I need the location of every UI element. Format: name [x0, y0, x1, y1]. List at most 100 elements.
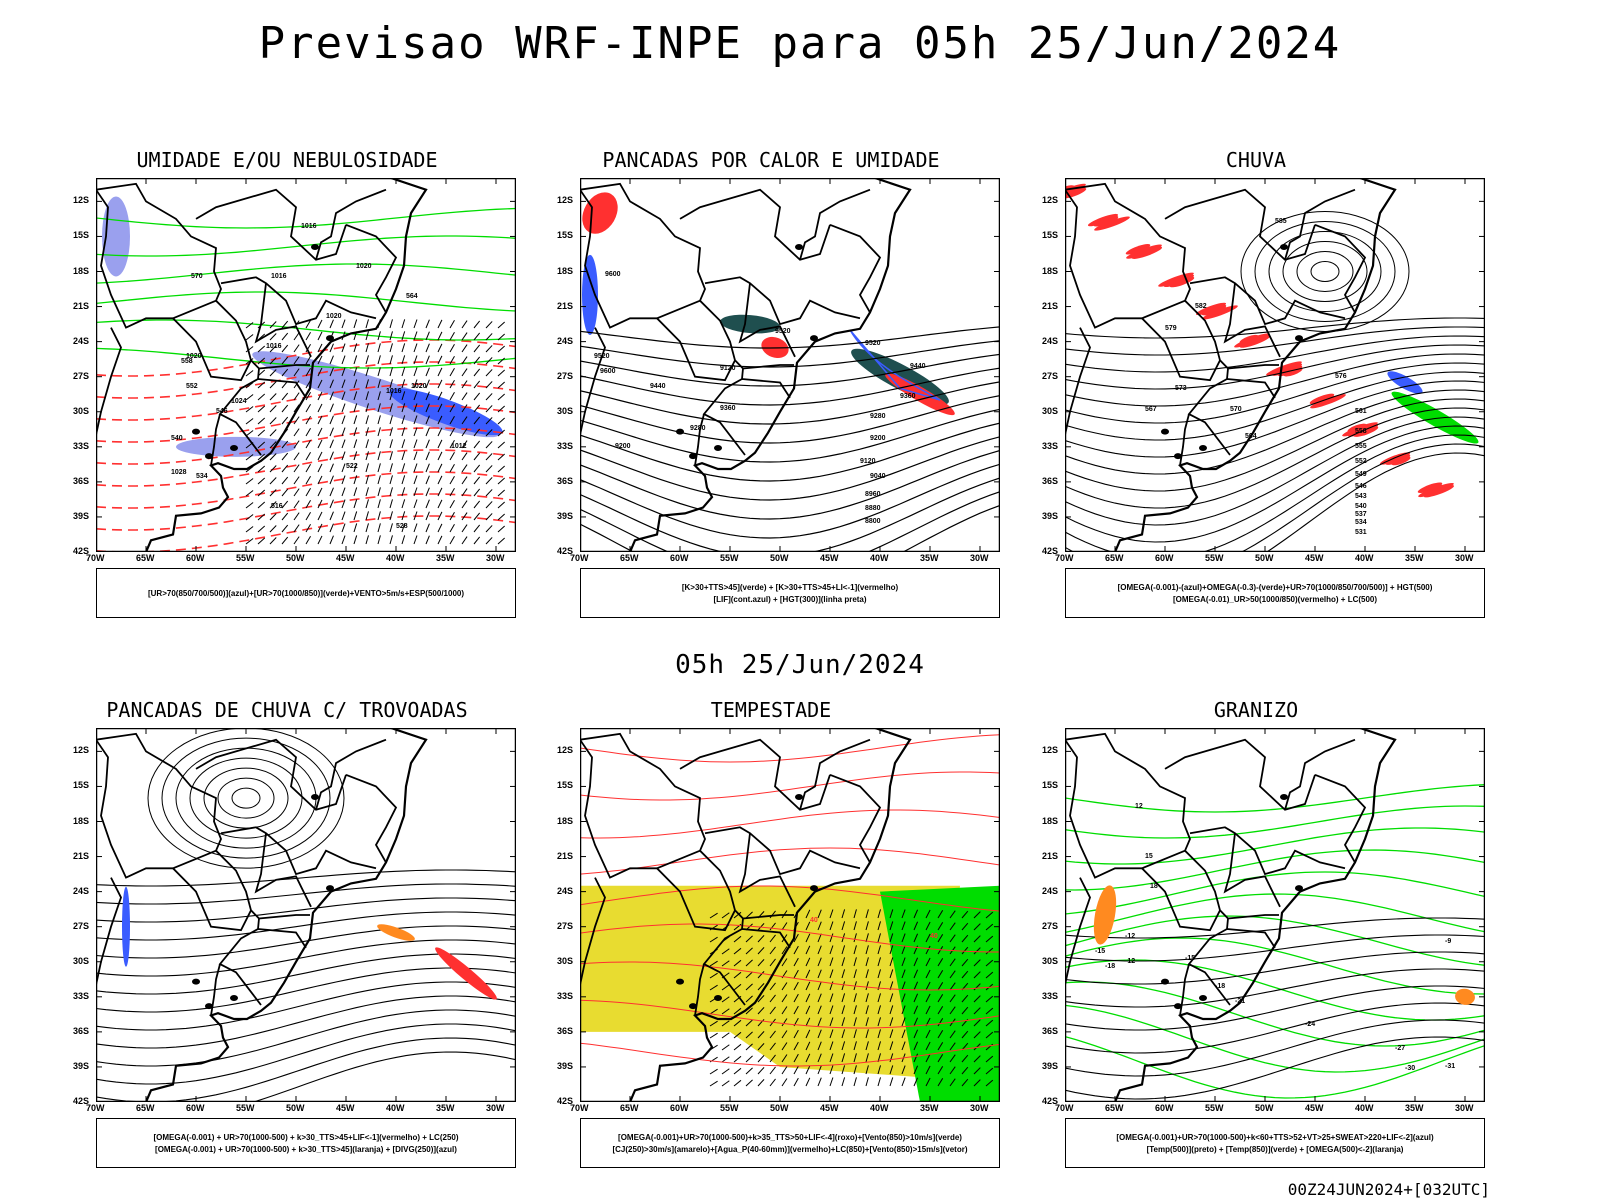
contour-label: 534 — [1355, 519, 1367, 526]
contour-line — [1065, 981, 1485, 1047]
contour-label: -12 — [1125, 958, 1135, 965]
wind-vector — [257, 453, 266, 461]
wind-vector — [401, 427, 406, 437]
lon-tick-label: 60W — [670, 553, 689, 563]
country-borders — [580, 728, 912, 1102]
wind-vector — [877, 993, 881, 1003]
wind-vector — [745, 1031, 753, 1039]
panel-legend: [OMEGA(-0.001) + UR>70(1000-500) + k>30_… — [96, 1118, 516, 1168]
wind-vector — [757, 1019, 765, 1027]
wind-vector — [473, 356, 481, 365]
wind-vector — [365, 511, 369, 521]
wind-vector — [473, 380, 481, 389]
wind-vector — [973, 947, 981, 955]
lat-tick-label: 12S — [73, 195, 90, 206]
rain-fields: 5855825795765735705675645615585555525495… — [1065, 183, 1485, 552]
streamline — [1254, 221, 1396, 322]
wind-vector — [985, 911, 994, 919]
wind-vector — [889, 969, 894, 979]
border-line — [829, 773, 882, 863]
wind-vector — [389, 367, 393, 377]
contour-label: 1016 — [386, 388, 402, 395]
contour-label: -31 — [1445, 1063, 1455, 1070]
wind-vector — [413, 367, 418, 377]
wind-vector — [913, 1065, 919, 1075]
contour-label: 540 — [1355, 503, 1367, 510]
lake — [230, 444, 238, 451]
lon-tick-label: 50W — [770, 1103, 789, 1113]
wind-vector — [305, 331, 311, 341]
wind-vector — [877, 1065, 881, 1075]
wind-vector — [305, 439, 311, 449]
wind-vector — [877, 945, 881, 955]
wind-vector — [793, 969, 799, 979]
wind-vector — [353, 367, 358, 377]
wind-vector — [365, 331, 369, 341]
wind-vector — [805, 1065, 811, 1075]
lon-tick-label: 55W — [1205, 553, 1224, 563]
wind-vector — [485, 453, 493, 461]
lon-tick-label: 30W — [486, 553, 505, 563]
border-line — [580, 732, 706, 852]
contour-label: 15 — [1145, 853, 1153, 860]
wind-vector — [365, 319, 369, 329]
wind-vector — [485, 501, 493, 509]
storm-fields — [96, 728, 516, 1102]
contour-label: 9520 — [865, 340, 881, 347]
legend-line: [OMEGA(-0.01)_UR>50(1000/850)(vermelho) … — [1172, 594, 1378, 604]
legend-line: [K>30+TTS>45](verde) + [K>30+TTS>45+LI<-… — [681, 582, 899, 592]
contour-line — [96, 939, 516, 977]
map-canvas: -12 -15-18-21-24-27-30 -31-18-15-12-912151… — [1065, 728, 1485, 1102]
field-area — [102, 196, 130, 277]
wind-vector — [293, 536, 300, 545]
wind-vector — [269, 393, 277, 401]
lon-tick-label: 30W — [1455, 553, 1474, 563]
wind-vector — [949, 1006, 956, 1015]
wind-vector — [973, 1043, 981, 1051]
wind-vector — [257, 537, 266, 545]
lon-tick-label: 45W — [336, 1103, 355, 1113]
wind-vector — [961, 1066, 969, 1075]
contour-line — [580, 491, 1000, 552]
wind-vector — [901, 1065, 906, 1075]
wind-vector — [781, 922, 788, 931]
wind-vector — [329, 511, 334, 521]
wind-vector — [449, 415, 455, 425]
wind-vector — [745, 911, 753, 919]
wind-vector — [497, 501, 505, 509]
wind-vector — [449, 511, 455, 521]
lake — [192, 428, 200, 435]
wind-vector — [437, 535, 443, 545]
wind-vector — [473, 392, 481, 401]
wind-vector — [257, 525, 266, 533]
wind-vector — [473, 536, 481, 545]
lon-tick-label: 65W — [1105, 1103, 1124, 1113]
streamline — [1282, 241, 1368, 302]
country-borders — [1065, 728, 1397, 1102]
lake — [676, 978, 684, 985]
wind-vector — [865, 1053, 869, 1063]
wind-vector — [425, 403, 430, 413]
wind-vector — [853, 921, 857, 931]
lon-tick-label: 55W — [1205, 1103, 1224, 1113]
border-line — [96, 877, 122, 986]
wind-vector — [461, 476, 468, 485]
lon-tick-label: 70W — [1055, 1103, 1074, 1113]
wind-vector — [245, 454, 254, 461]
wind-vector — [389, 511, 393, 521]
wind-vector — [257, 477, 266, 485]
border-line — [96, 732, 222, 852]
wind-vector — [865, 909, 869, 919]
wind-vector — [317, 331, 323, 341]
lon-tick-label: 40W — [386, 1103, 405, 1113]
wind-vector — [913, 957, 919, 967]
wind-vector — [353, 355, 358, 365]
wind-vector — [817, 945, 822, 955]
wind-vector — [889, 993, 894, 1003]
wind-vector — [889, 1017, 894, 1027]
contour-label: 534 — [196, 473, 208, 480]
panel-legend: [K>30+TTS>45](verde) + [K>30+TTS>45+LI<-… — [580, 568, 1000, 618]
contour-line — [1065, 443, 1485, 552]
map-canvas: 5855825795765735705675645615585555525495… — [1065, 178, 1485, 552]
wind-vector — [401, 499, 406, 509]
